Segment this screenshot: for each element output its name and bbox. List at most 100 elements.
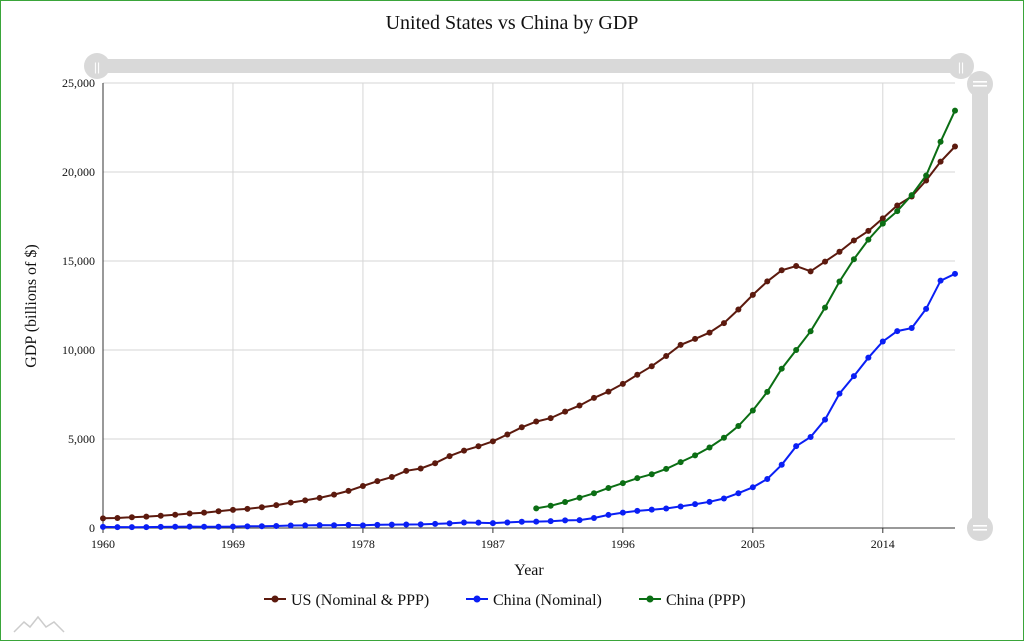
data-point[interactable]	[287, 499, 294, 506]
data-point[interactable]	[461, 519, 468, 526]
data-point[interactable]	[229, 506, 236, 513]
data-point[interactable]	[764, 278, 771, 285]
data-point[interactable]	[605, 388, 612, 395]
data-point[interactable]	[605, 511, 612, 518]
data-point[interactable]	[894, 202, 901, 209]
data-point[interactable]	[590, 514, 597, 521]
data-point[interactable]	[850, 256, 857, 263]
data-point[interactable]	[417, 521, 424, 528]
data-point[interactable]	[807, 434, 814, 441]
data-point[interactable]	[879, 220, 886, 227]
data-point[interactable]	[432, 460, 439, 467]
data-point[interactable]	[749, 291, 756, 298]
data-point[interactable]	[793, 443, 800, 450]
data-point[interactable]	[850, 373, 857, 380]
data-point[interactable]	[475, 519, 482, 526]
data-point[interactable]	[562, 517, 569, 524]
data-point[interactable]	[879, 338, 886, 345]
data-point[interactable]	[749, 407, 756, 414]
data-point[interactable]	[461, 447, 468, 454]
data-point[interactable]	[157, 523, 164, 530]
data-point[interactable]	[562, 499, 569, 506]
data-point[interactable]	[706, 329, 713, 336]
data-point[interactable]	[923, 172, 930, 179]
data-point[interactable]	[273, 522, 280, 529]
data-point[interactable]	[807, 268, 814, 275]
data-point[interactable]	[172, 523, 179, 530]
data-point[interactable]	[865, 354, 872, 361]
data-point[interactable]	[692, 335, 699, 342]
data-point[interactable]	[518, 518, 525, 525]
data-point[interactable]	[576, 494, 583, 501]
data-point[interactable]	[302, 522, 309, 529]
data-point[interactable]	[446, 453, 453, 460]
data-point[interactable]	[692, 452, 699, 459]
data-point[interactable]	[316, 494, 323, 501]
data-point[interactable]	[562, 408, 569, 415]
horizontal-slider-track[interactable]	[97, 59, 963, 73]
data-point[interactable]	[345, 487, 352, 494]
data-point[interactable]	[648, 506, 655, 513]
data-point[interactable]	[648, 471, 655, 478]
data-point[interactable]	[822, 304, 829, 311]
data-point[interactable]	[475, 443, 482, 450]
data-point[interactable]	[720, 495, 727, 502]
data-point[interactable]	[258, 523, 265, 530]
data-point[interactable]	[403, 521, 410, 528]
data-point[interactable]	[504, 519, 511, 526]
data-point[interactable]	[374, 478, 381, 485]
data-point[interactable]	[359, 483, 366, 490]
top-range-handle[interactable]	[967, 71, 993, 97]
data-point[interactable]	[720, 320, 727, 327]
data-point[interactable]	[764, 476, 771, 483]
data-point[interactable]	[201, 523, 208, 530]
data-point[interactable]	[836, 248, 843, 255]
data-point[interactable]	[822, 258, 829, 265]
data-point[interactable]	[143, 524, 150, 531]
bottom-range-handle[interactable]	[967, 515, 993, 541]
data-point[interactable]	[908, 325, 915, 332]
data-point[interactable]	[937, 138, 944, 145]
data-point[interactable]	[894, 328, 901, 335]
data-point[interactable]	[793, 263, 800, 270]
data-point[interactable]	[952, 270, 958, 277]
data-point[interactable]	[114, 514, 121, 521]
data-point[interactable]	[533, 505, 540, 512]
data-point[interactable]	[764, 388, 771, 395]
data-point[interactable]	[836, 278, 843, 285]
data-point[interactable]	[345, 521, 352, 528]
data-point[interactable]	[576, 517, 583, 524]
legend-item[interactable]: China (PPP)	[639, 592, 746, 609]
data-point[interactable]	[937, 277, 944, 284]
data-point[interactable]	[128, 514, 135, 521]
data-point[interactable]	[359, 522, 366, 529]
data-point[interactable]	[648, 363, 655, 370]
data-point[interactable]	[908, 192, 915, 199]
data-point[interactable]	[229, 523, 236, 530]
data-point[interactable]	[677, 341, 684, 348]
data-point[interactable]	[822, 416, 829, 423]
data-point[interactable]	[215, 508, 222, 515]
data-point[interactable]	[446, 520, 453, 527]
data-point[interactable]	[258, 504, 265, 511]
data-point[interactable]	[547, 518, 554, 525]
data-point[interactable]	[186, 510, 193, 517]
data-point[interactable]	[778, 365, 785, 372]
data-point[interactable]	[590, 394, 597, 401]
data-point[interactable]	[663, 465, 670, 472]
data-point[interactable]	[244, 505, 251, 512]
horizontal-range-slider[interactable]: || ||	[84, 53, 974, 79]
data-point[interactable]	[605, 484, 612, 491]
data-point[interactable]	[634, 507, 641, 514]
data-point[interactable]	[793, 347, 800, 353]
data-point[interactable]	[388, 521, 395, 528]
data-point[interactable]	[663, 353, 670, 360]
data-point[interactable]	[720, 434, 727, 441]
data-point[interactable]	[533, 418, 540, 425]
data-point[interactable]	[850, 237, 857, 244]
data-point[interactable]	[172, 511, 179, 518]
data-point[interactable]	[778, 267, 785, 274]
data-point[interactable]	[244, 523, 251, 530]
data-point[interactable]	[663, 505, 670, 512]
data-point[interactable]	[273, 502, 280, 509]
